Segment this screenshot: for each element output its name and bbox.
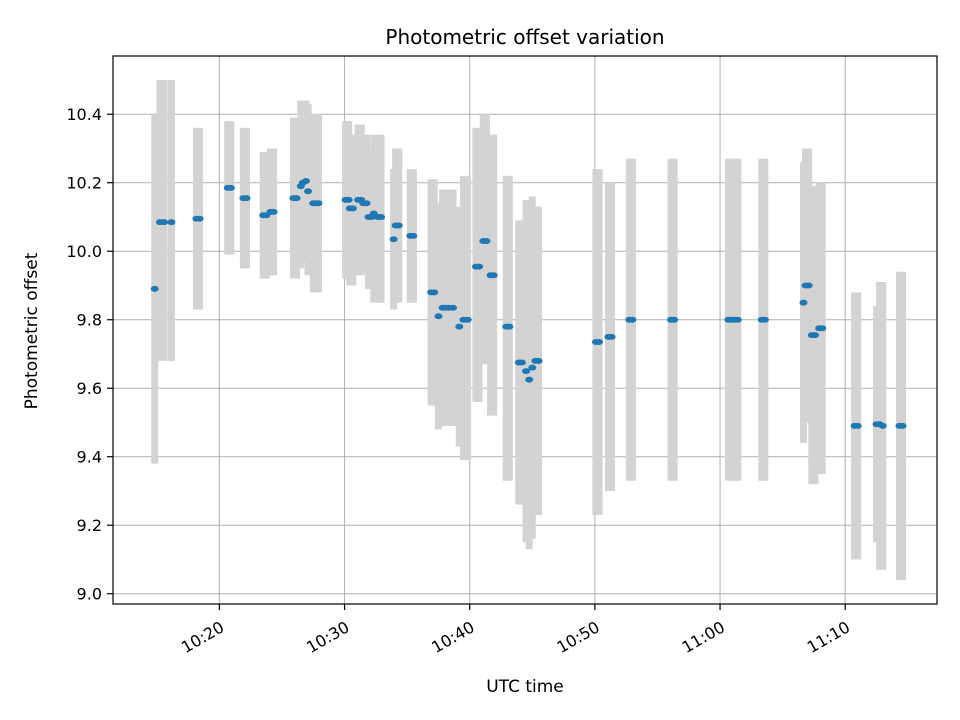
data-point [489, 272, 498, 279]
data-point [160, 219, 169, 226]
data-point [760, 316, 769, 323]
data-point [301, 178, 310, 185]
y-tick-label: 9.8 [77, 311, 102, 330]
data-point [292, 195, 301, 202]
data-point [167, 219, 176, 226]
y-axis-ticks: 9.0 9.2 9.4 9.6 9.8 10.0 10.2 10.4 [66, 105, 113, 604]
data-points [150, 178, 907, 429]
data-point [878, 422, 887, 429]
data-point [348, 205, 357, 212]
data-point [269, 208, 278, 215]
data-point [733, 316, 742, 323]
data-point [455, 323, 464, 330]
data-point [607, 333, 616, 340]
data-point [595, 338, 604, 345]
data-point [242, 195, 251, 202]
data-point [534, 357, 543, 364]
data-point [409, 232, 418, 239]
data-point [304, 188, 313, 195]
y-tick-label: 10.2 [66, 174, 102, 193]
data-point [898, 422, 907, 429]
y-tick-label: 9.2 [77, 516, 102, 535]
data-point [463, 316, 472, 323]
data-point [377, 213, 386, 220]
data-point [362, 200, 371, 207]
data-point [853, 422, 862, 429]
data-point [344, 196, 353, 203]
data-point [818, 325, 827, 332]
data-point [804, 282, 813, 289]
data-point [195, 215, 204, 222]
data-point [628, 316, 637, 323]
chart-title: Photometric offset variation [385, 25, 664, 49]
y-axis-label: Photometric offset [22, 252, 42, 409]
data-point [522, 368, 531, 375]
data-point [434, 313, 443, 320]
data-point [482, 237, 491, 244]
data-point [670, 316, 679, 323]
data-point [314, 200, 323, 207]
data-point [810, 332, 819, 339]
data-point [528, 364, 537, 371]
data-point [150, 285, 159, 292]
x-axis-label: UTC time [486, 677, 564, 697]
axes-frame [112, 55, 938, 605]
data-point [475, 263, 484, 270]
data-point [226, 184, 235, 191]
y-tick-label: 10.0 [66, 242, 102, 261]
data-point [517, 359, 526, 366]
y-tick-label: 9.4 [77, 448, 102, 467]
data-point [799, 299, 808, 306]
data-point [430, 289, 439, 296]
data-point [505, 323, 514, 330]
data-point [525, 376, 534, 383]
y-tick-label: 10.4 [66, 105, 102, 124]
y-tick-label: 9.6 [77, 379, 102, 398]
y-tick-label: 9.0 [77, 585, 102, 604]
data-point [394, 222, 403, 229]
data-point [449, 304, 458, 311]
data-point [389, 236, 398, 243]
